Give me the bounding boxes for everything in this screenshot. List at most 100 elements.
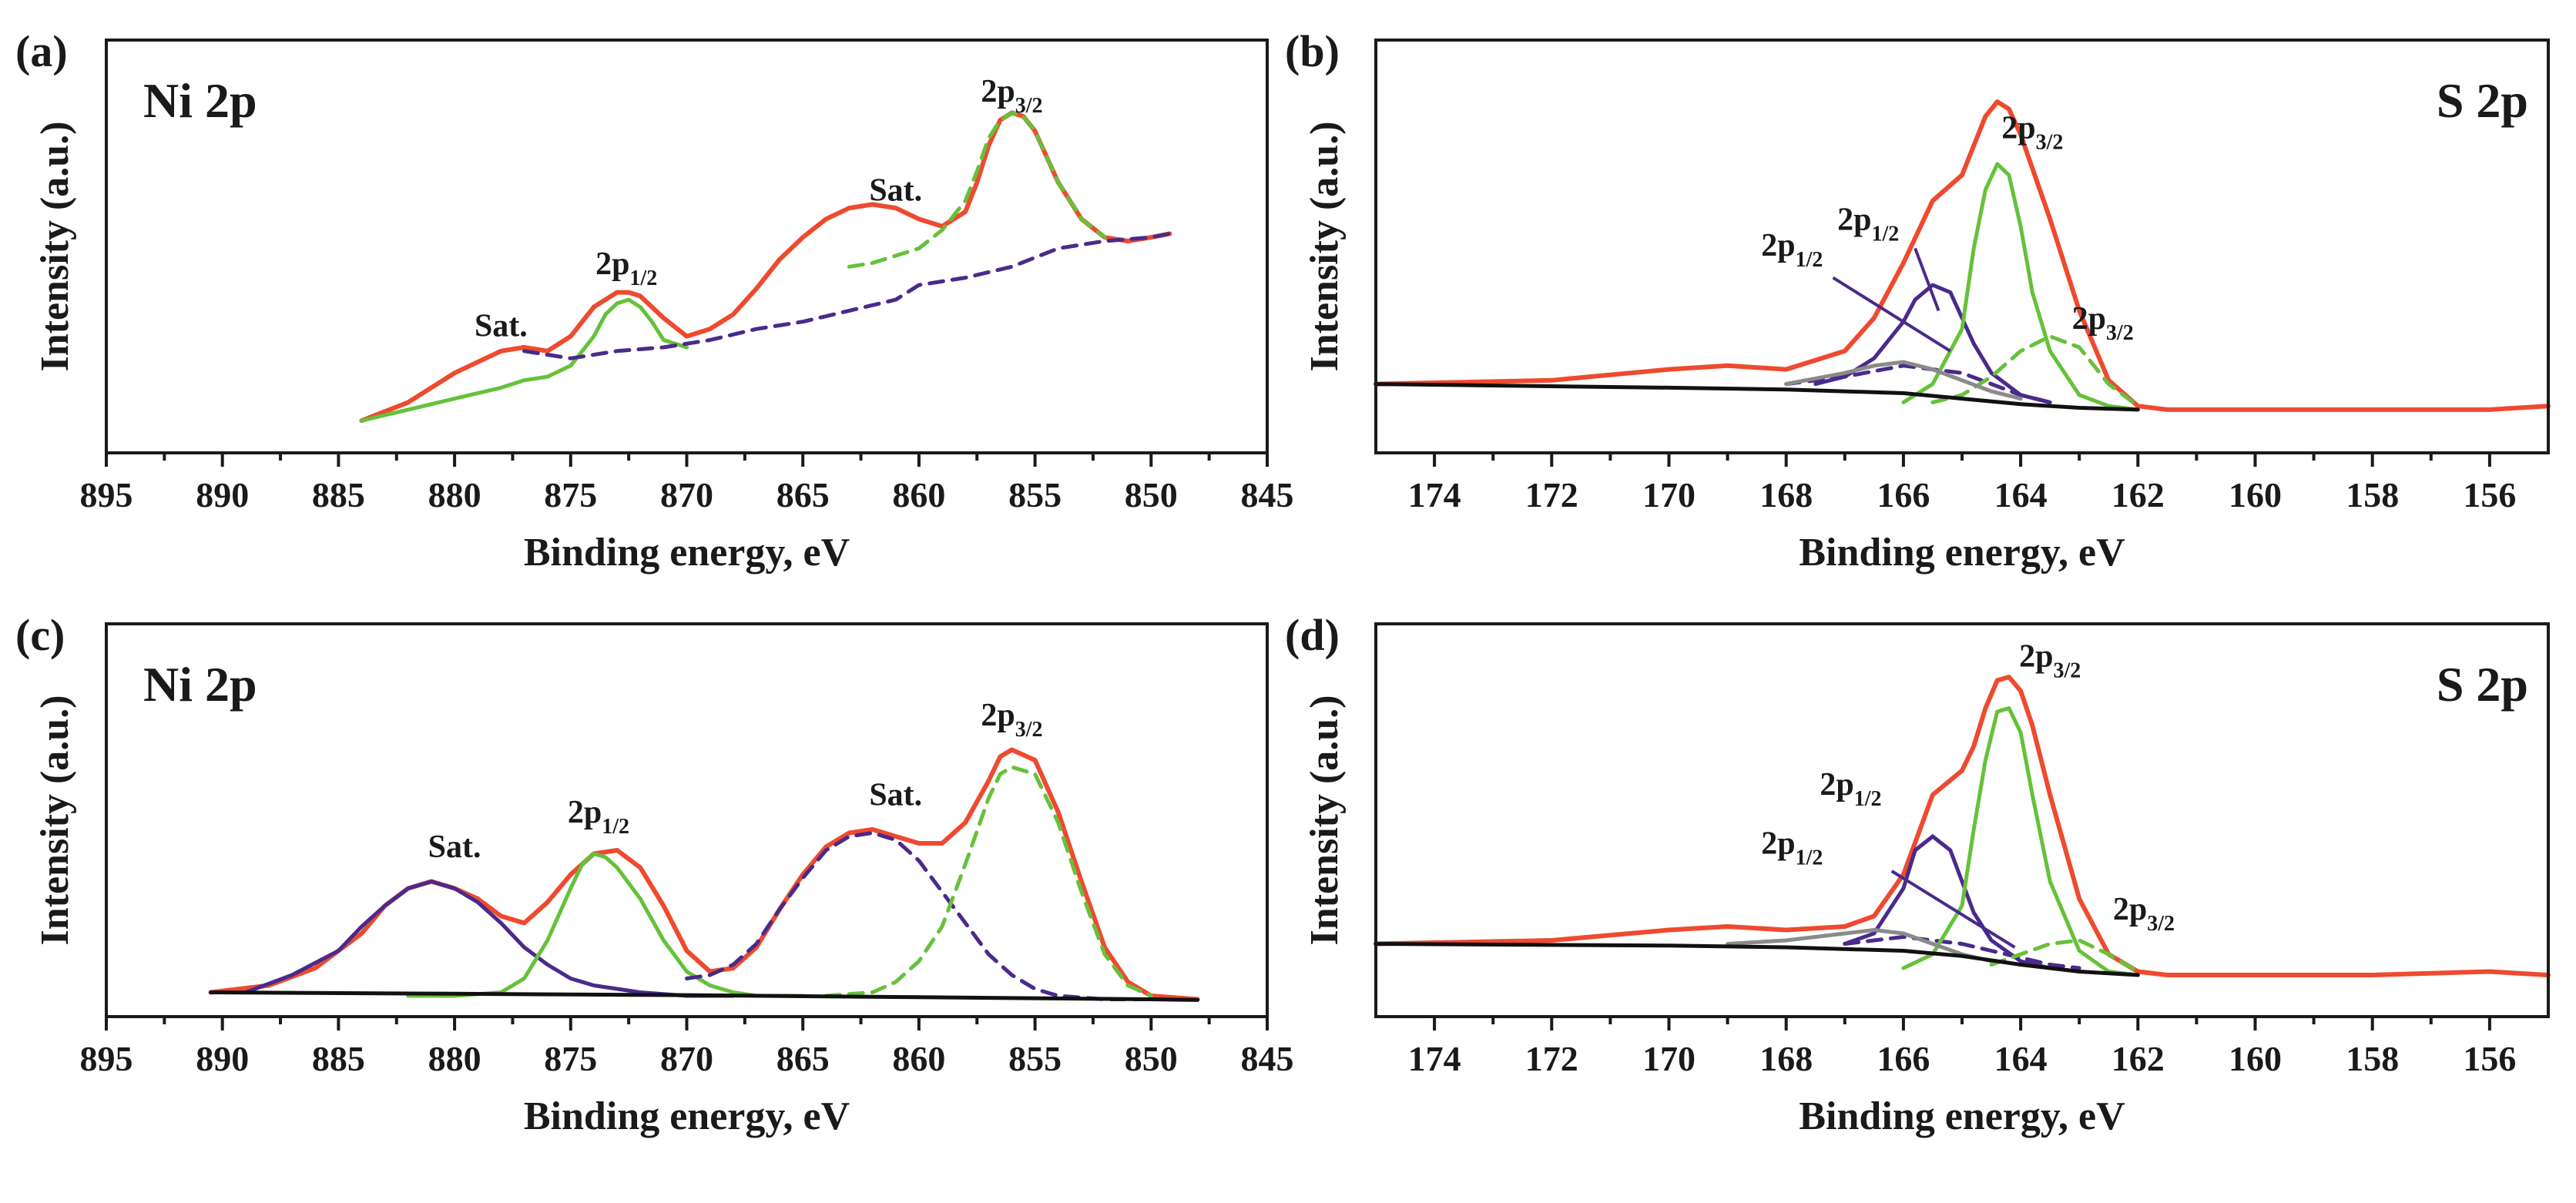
x-tick-label: 855	[1008, 475, 1062, 514]
panel-b: 174 172 170 168 166 164 162 160 158 156 Binding en…	[1285, 26, 2551, 575]
x-tick-label: 865	[776, 475, 830, 514]
series-background	[1374, 942, 2140, 977]
series-2p1-2-fit	[360, 297, 689, 423]
x-axis-label: Binding energy, eV	[1799, 531, 2125, 575]
x-tick-label: 880	[428, 475, 481, 514]
peak-annotation: 2p1/2	[595, 246, 657, 290]
peak-annotation: Sat.	[869, 173, 922, 209]
x-tick-label: 160	[2229, 475, 2282, 514]
panel-label: (d)	[1285, 610, 1340, 660]
y-axis-label: Intensity (a.u.)	[1303, 121, 1347, 371]
panel-title: Ni 2p	[143, 73, 257, 128]
x-tick-label: 156	[2463, 475, 2516, 514]
panel-c: 895 890 885 880 875 870 865 860 855 850 845 Binding…	[15, 610, 1294, 1138]
series-envelope	[208, 747, 1200, 1002]
peak-annotation: Sat.	[428, 829, 481, 865]
x-axis-label: Binding energy, eV	[524, 1094, 850, 1138]
x-tick-label: 166	[1877, 475, 1930, 514]
x-tick-label: 158	[2346, 1039, 2399, 1078]
x-tick-label: 162	[2111, 1039, 2165, 1078]
x-tick-label: 860	[892, 475, 945, 514]
series-envelope	[1374, 99, 2551, 412]
x-tick-label: 890	[196, 1039, 249, 1078]
x-tick-label: 880	[428, 1039, 481, 1078]
y-axis-label: Intensity (a.u.)	[1303, 695, 1347, 945]
series-satellite	[1726, 928, 1994, 963]
series-background	[1374, 382, 2140, 412]
peak-annotation: 2p3/2	[2019, 639, 2081, 683]
series-2p1-2-fit-b	[1784, 364, 2052, 404]
peak-annotation: 2p3/2	[2001, 111, 2063, 155]
x-tick-label: 158	[2346, 475, 2399, 514]
series-2p3-2-fit-b	[1989, 938, 2140, 973]
x-axis-label: Binding energy, eV	[1799, 1094, 2125, 1138]
plot-frame	[105, 39, 1269, 454]
series-satellite-1	[243, 880, 736, 998]
annotation-arrow	[1914, 247, 1940, 312]
series-envelope	[359, 110, 1172, 424]
x-tick-label: 164	[1994, 475, 2048, 514]
series-2p3-2-fit	[847, 110, 1107, 269]
x-tick-label: 870	[660, 475, 713, 514]
peak-annotation: 2p3/2	[981, 74, 1042, 118]
panel-label: (a)	[15, 26, 68, 76]
x-tick-label: 885	[312, 475, 365, 514]
x-tick-label: 890	[196, 475, 249, 514]
x-tick-label: 860	[892, 1039, 945, 1078]
panel-title: Ni 2p	[143, 657, 257, 712]
peak-annotation: Sat.	[869, 778, 922, 813]
x-tick-label: 174	[1408, 1039, 1461, 1078]
series-2p3-2-fit-a	[1901, 162, 2140, 412]
panel-d: 174 172 170 168 166 164 162 160 158 156 Binding en…	[1285, 610, 2551, 1138]
x-tick-label: 885	[312, 1039, 365, 1078]
peak-annotation: 2p1/2	[1837, 203, 1899, 246]
x-tick-label: 164	[1994, 1039, 2048, 1078]
peak-annotation: 2p1/2	[568, 795, 629, 839]
series-2p1-2-fit	[406, 852, 805, 998]
series-2p3-2-fit-a	[1901, 706, 2140, 977]
annotation-arrow	[1832, 276, 1951, 353]
x-tick-label: 166	[1877, 1039, 1930, 1078]
annotation-arrow	[1890, 870, 2016, 949]
x-tick-label: 170	[1642, 1039, 1696, 1078]
x-axis-label: Binding energy, eV	[524, 531, 850, 575]
panel-label: (b)	[1285, 26, 1340, 76]
x-tick-label: 172	[1525, 1039, 1578, 1078]
peak-annotation: 2p1/2	[1761, 826, 1823, 870]
x-tick-label: 160	[2229, 1039, 2282, 1078]
panel-a: 895 890 885 880 875 870 865 860 855 850 845 Binding…	[15, 26, 1294, 575]
x-tick-label: 172	[1525, 475, 1578, 514]
panel-title: S 2p	[2437, 73, 2528, 128]
series-satellite-2	[685, 831, 1153, 1001]
series-2p1-2-fit-b	[1843, 935, 2081, 970]
panel-title: S 2p	[2437, 657, 2528, 712]
x-tick-label: 170	[1642, 475, 1696, 514]
x-tick-label: 168	[1759, 1039, 1813, 1078]
series-background-satellite	[522, 231, 1172, 360]
x-tick-label: 855	[1008, 1039, 1062, 1078]
plot-frame	[105, 622, 1269, 1018]
peak-annotation: 2p3/2	[2072, 301, 2134, 345]
series-2p1-2-fit-a	[1813, 283, 2052, 404]
series-background	[209, 990, 1200, 1002]
panel-label: (c)	[15, 610, 65, 660]
x-tick-label: 850	[1125, 1039, 1178, 1078]
x-tick-label: 845	[1241, 1039, 1294, 1078]
x-tick-label: 162	[2111, 475, 2165, 514]
peak-annotation: Sat.	[475, 309, 528, 344]
x-tick-label: 875	[544, 475, 597, 514]
x-tick-label: 168	[1759, 475, 1813, 514]
x-tick-label: 156	[2463, 1039, 2516, 1078]
peak-annotation: 2p3/2	[981, 698, 1042, 742]
plot-frame	[1374, 39, 2550, 454]
peak-annotation: 2p3/2	[2113, 892, 2175, 936]
series-envelope	[1374, 675, 2551, 977]
x-tick-label: 895	[80, 475, 133, 514]
peak-annotation: 2p1/2	[1761, 228, 1823, 272]
x-tick-label: 865	[776, 1039, 830, 1078]
x-tick-label: 850	[1125, 475, 1178, 514]
x-tick-label: 174	[1408, 475, 1461, 514]
y-axis-label: Intensity (a.u.)	[33, 121, 77, 371]
x-tick-label: 870	[660, 1039, 713, 1078]
